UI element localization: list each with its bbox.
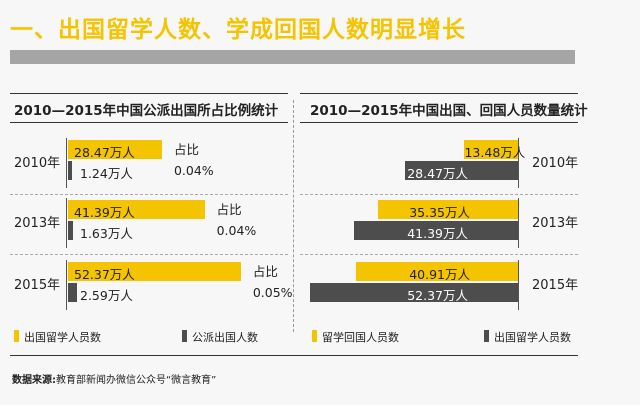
bar-government [68,161,73,180]
bar-returnee [355,262,518,281]
page-title: 一、出国留学人数、学成回国人数明显增长 [10,17,466,43]
bar-label: 13.48万人 [464,142,525,161]
panel-divider [293,100,294,332]
top-rule-left [10,93,288,94]
bar-label: 28.47万人 [407,166,468,181]
axis-tick [66,138,67,188]
ratio-label: 占比 [216,202,242,217]
ratio-value: 0.04% [216,223,257,238]
legend-swatch-dark [484,330,489,342]
axis-tick [518,198,519,248]
bar-label: 2.59万人 [80,288,133,303]
bar-label: 41.39万人 [74,205,135,220]
axis-tick [66,198,67,248]
bar-label: 1.24万人 [80,166,133,181]
bar-returnee [377,200,518,219]
title-rule-left [10,122,288,123]
bar-government [68,221,74,240]
bar-label: 41.39万人 [407,226,468,241]
legend-swatch-yellow [14,330,19,342]
bar-government [68,283,77,302]
legend-label: 公派出国人数 [192,331,258,344]
year-label: 2010年 [14,156,61,171]
bar-label: 40.91万人 [409,267,470,282]
bar-outbound [68,200,205,219]
bar-outbound [404,161,518,180]
title-rule-right [300,122,578,123]
legend-label: 留学回国人员数 [322,331,399,344]
bar-label: 52.37万人 [407,288,468,303]
axis-tick [518,138,519,188]
source-text: 教育部新闻办微信公众号“微言教育” [56,375,217,386]
right-chart-title: 2010—2015年中国出国、回国人员数量统计 [310,103,588,119]
legend-swatch-yellow [312,330,317,342]
bar-outbound [310,283,518,302]
bar-outbound [68,262,241,281]
row-divider [10,194,288,195]
ratio-label: 占比 [173,142,199,157]
ratio-value: 0.05% [252,285,293,300]
row-divider [300,254,578,255]
row-divider [300,194,578,195]
year-label: 2015年 [532,278,579,293]
bar-label: 1.63万人 [80,226,133,241]
row-divider [10,254,288,255]
bar-label: 28.47万人 [74,145,135,160]
year-label: 2015年 [14,278,61,293]
bar-outbound [68,140,162,159]
legend-swatch-dark [182,330,187,342]
bar-returnee [464,140,518,159]
bar-outbound [353,221,518,240]
bottom-rule [10,355,578,356]
legend-label: 出国留学人员数 [24,331,101,344]
bar-label: 35.35万人 [409,205,470,220]
year-label: 2013年 [532,216,579,231]
source-label: 数据来源: [12,375,56,386]
header-strip [10,50,575,64]
ratio-label: 占比 [252,264,278,279]
year-label: 2010年 [532,156,579,171]
legend-label: 出国留学人员数 [494,331,571,344]
bar-label: 52.37万人 [74,267,135,282]
axis-tick [518,260,519,310]
left-chart-title: 2010—2015年中国公派出国所占比例统计 [14,103,279,119]
data-source: 数据来源:教育部新闻办微信公众号“微言教育” [12,371,216,386]
year-label: 2013年 [14,216,61,231]
ratio-value: 0.04% [173,163,214,178]
axis-tick [66,260,67,310]
top-rule-right [300,93,578,94]
